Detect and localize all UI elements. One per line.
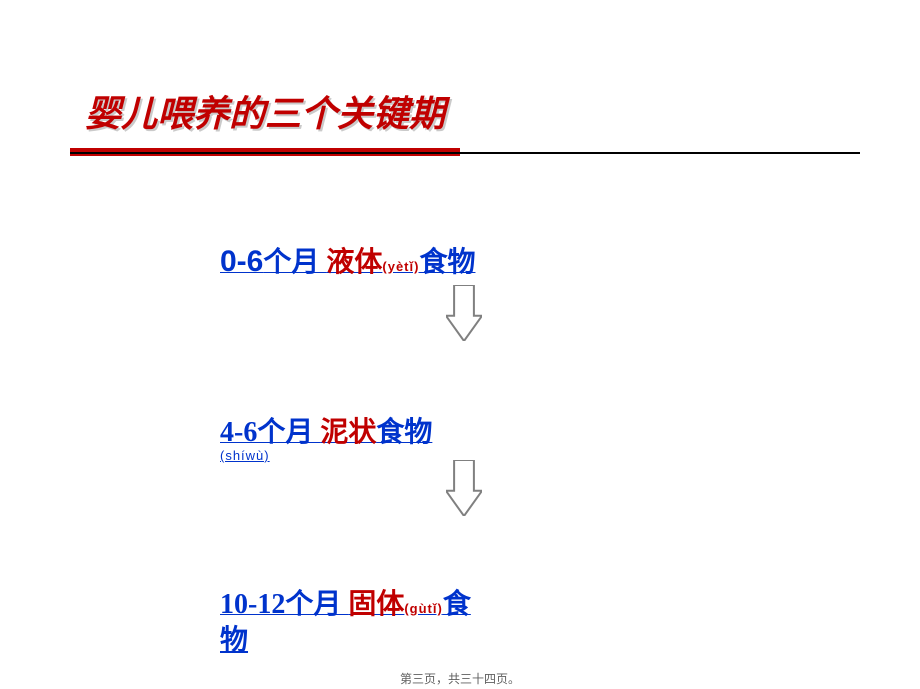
text-segment: 4-6个月	[220, 417, 320, 448]
text-segment: 个月	[263, 247, 326, 278]
stage-4-6-pinyin: (shíwù)	[220, 448, 270, 463]
text-segment: (gùtǐ)	[404, 601, 442, 616]
stage-10-12: 10-12个月 固体(gùtǐ)食	[220, 582, 471, 622]
text-segment: (yètǐ)	[382, 259, 419, 274]
stage-0-6: 0-6个月 液体(yètǐ)食物	[220, 240, 475, 280]
text-segment: 泥状	[320, 417, 376, 448]
text-segment: 食	[443, 589, 471, 620]
text-segment: 食物	[419, 247, 475, 278]
text-segment: 液体	[326, 247, 382, 278]
text-segment: 0-6	[220, 245, 263, 278]
text-segment: 食物	[376, 417, 432, 448]
stage-4-6: 4-6个月 泥状食物	[220, 410, 432, 450]
stage-10-12-line2: 物	[220, 618, 248, 658]
down-arrow-icon	[446, 285, 482, 341]
slide-title: 婴儿喂养的三个关键期	[85, 85, 445, 137]
text-segment: 固体	[348, 589, 404, 620]
slide-footer: 第三页，共三十四页。	[0, 670, 920, 687]
text-segment: 10-12个月	[220, 589, 348, 620]
divider-black	[70, 152, 860, 154]
down-arrow-icon	[446, 460, 482, 516]
slide: 婴儿喂养的三个关键期 0-6个月 液体(yètǐ)食物 4-6个月 泥状食物 (…	[0, 0, 920, 689]
